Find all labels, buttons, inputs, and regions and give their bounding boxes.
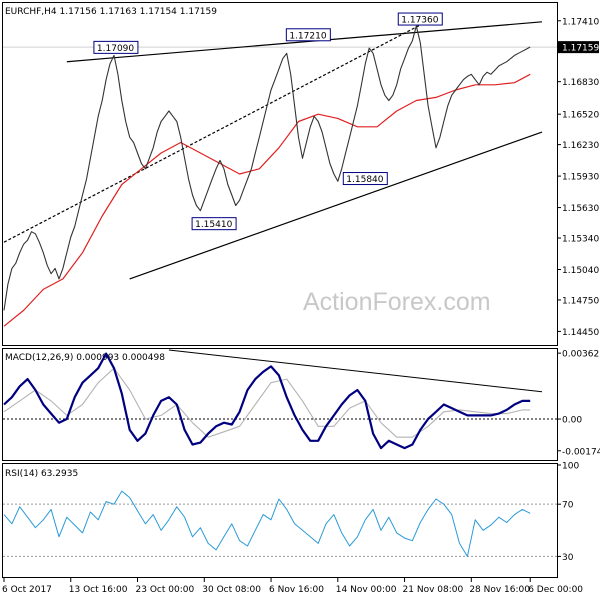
macd-title: MACD(12,26,9) 0.000993 0.000498 (5, 353, 165, 363)
y-tick-label: 30 (562, 553, 574, 563)
macd-signal-line (3, 367, 531, 438)
rsi-title: RSI(14) 63.2935 (5, 469, 78, 479)
y-tick-label: 1.17410 (562, 17, 599, 27)
trendline (129, 131, 543, 280)
y-tick-label: 1.15340 (562, 235, 599, 245)
rsi-panel (2, 463, 558, 578)
x-tick-label: 14 Nov 00:00 (336, 585, 397, 595)
y-tick-label: 1.15040 (562, 266, 599, 276)
y-tick-label: 0.003627 (562, 350, 600, 360)
annotation-label: 1.15840 (346, 175, 383, 185)
y-tick-label: 100 (562, 462, 579, 472)
macd-panel (2, 348, 558, 461)
y-tick-label: 1.14750 (562, 296, 599, 306)
trendline (66, 21, 543, 63)
y-tick-label: 1.16830 (562, 78, 599, 88)
macd-series-layer: 0.003627 0.00 -0.001748 (3, 349, 600, 457)
price-annotation: 1.17360 (397, 12, 443, 26)
axes-layer: 6 Oct 2017 13 Oct 16:00 23 Oct 00:00 30 Oct… (2, 578, 583, 595)
y-tick-label: 70 (562, 501, 574, 511)
price-annotation: 1.17090 (93, 40, 139, 54)
x-tick-label: 6 Oct 2017 (2, 585, 52, 595)
annotation-box (397, 12, 443, 26)
price-title: EURCHF,H4 1.17156 1.17163 1.17154 1.1715… (5, 7, 217, 17)
macd-trendline (168, 349, 543, 393)
trendline (3, 24, 421, 243)
price-annotation: 1.17210 (285, 28, 331, 42)
rsi-series-layer: 100 70 30 (3, 462, 579, 563)
x-tick-label: 23 Oct 00:00 (136, 585, 195, 595)
rsi-line (3, 490, 531, 557)
y-tick-label: 1.16520 (562, 111, 599, 121)
y-tick-label: -0.001748 (562, 447, 600, 457)
macd-line (3, 352, 531, 450)
watermark: ActionForex.com (303, 288, 491, 316)
annotation-box (93, 40, 139, 54)
moving-average-line (3, 73, 531, 327)
y-tick-label: 1.15630 (562, 204, 599, 214)
y-tick-label: 1.16230 (562, 141, 599, 151)
x-tick-label: 21 Nov 08:00 (403, 585, 464, 595)
x-tick-label: 28 Nov 16:00 (469, 585, 530, 595)
x-tick-label: 13 Oct 16:00 (69, 585, 128, 595)
price-series-layer: 1.17090 1.17210 1.17360 1.15840 1.15410 1.174… (3, 12, 599, 338)
x-tick-label: 6 Nov 16:00 (269, 585, 324, 595)
price-annotation: 1.15840 (342, 172, 388, 186)
last-price-label: 1.17159 (562, 44, 599, 54)
annotation-label: 1.15410 (195, 220, 232, 230)
price-panel (2, 2, 558, 346)
price-annotation: 1.15410 (191, 217, 237, 231)
x-tick-label: 30 Oct 08:00 (202, 585, 261, 595)
annotation-box (285, 28, 331, 42)
y-tick-label: 1.14450 (562, 328, 599, 338)
y-tick-label: 1.15930 (562, 173, 599, 183)
annotation-label: 1.17360 (401, 16, 438, 26)
y-tick-label: 0.00 (562, 416, 582, 426)
x-tick-label: 6 Dec 00:00 (528, 585, 583, 595)
annotation-label: 1.17210 (289, 31, 326, 41)
annotation-label: 1.17090 (97, 44, 134, 54)
price-line (3, 25, 531, 311)
annotation-box (342, 172, 388, 186)
last-price-marker (558, 41, 599, 54)
annotation-box (191, 217, 237, 231)
